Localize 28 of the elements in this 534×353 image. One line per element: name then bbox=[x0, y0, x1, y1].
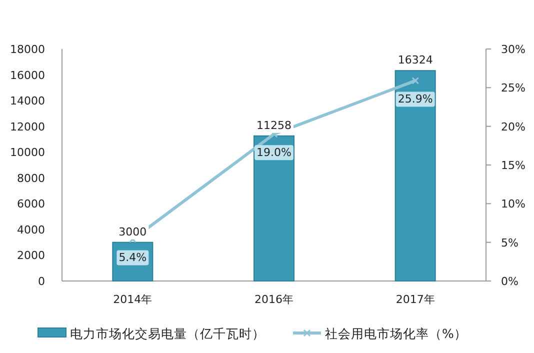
data-label: 11258 bbox=[256, 118, 292, 132]
y-tick-label: 4000 bbox=[17, 223, 45, 236]
y2-tick-label: 10% bbox=[501, 198, 526, 211]
y-tick-label: 12000 bbox=[10, 120, 45, 134]
data-label: 19.0% bbox=[256, 146, 292, 160]
data-label: 16324 bbox=[398, 54, 433, 67]
data-label: 3000 bbox=[118, 225, 147, 238]
y-tick-label: 8000 bbox=[17, 172, 45, 185]
legend-label: 社会用电市场化率（%） bbox=[325, 326, 467, 341]
y2-tick-label: 25% bbox=[501, 82, 526, 95]
x-tick-label: 2016年 bbox=[254, 293, 294, 306]
legend-label: 电力市场化交易电量（亿千瓦时） bbox=[70, 326, 265, 341]
y-tick-label: 14000 bbox=[10, 94, 45, 108]
y2-tick-label: 0% bbox=[501, 275, 518, 288]
y2-tick-label: 15% bbox=[501, 159, 526, 172]
x-tick-label: 2017年 bbox=[396, 293, 435, 306]
y2-tick-label: 30% bbox=[501, 43, 526, 56]
y-tick-label: 16000 bbox=[10, 68, 45, 82]
y-tick-label: 6000 bbox=[17, 198, 45, 211]
data-label: 5.4% bbox=[118, 251, 147, 264]
y-tick-label: 0 bbox=[38, 275, 45, 288]
x-tick-label: 2014年 bbox=[113, 293, 152, 306]
y-tick-label: 2000 bbox=[17, 249, 45, 262]
y2-tick-label: 20% bbox=[501, 120, 526, 134]
data-label: 25.9% bbox=[398, 92, 433, 106]
y-tick-label: 18000 bbox=[10, 43, 45, 56]
y-tick-label: 10000 bbox=[10, 146, 45, 160]
y2-tick-label: 5% bbox=[501, 236, 518, 250]
